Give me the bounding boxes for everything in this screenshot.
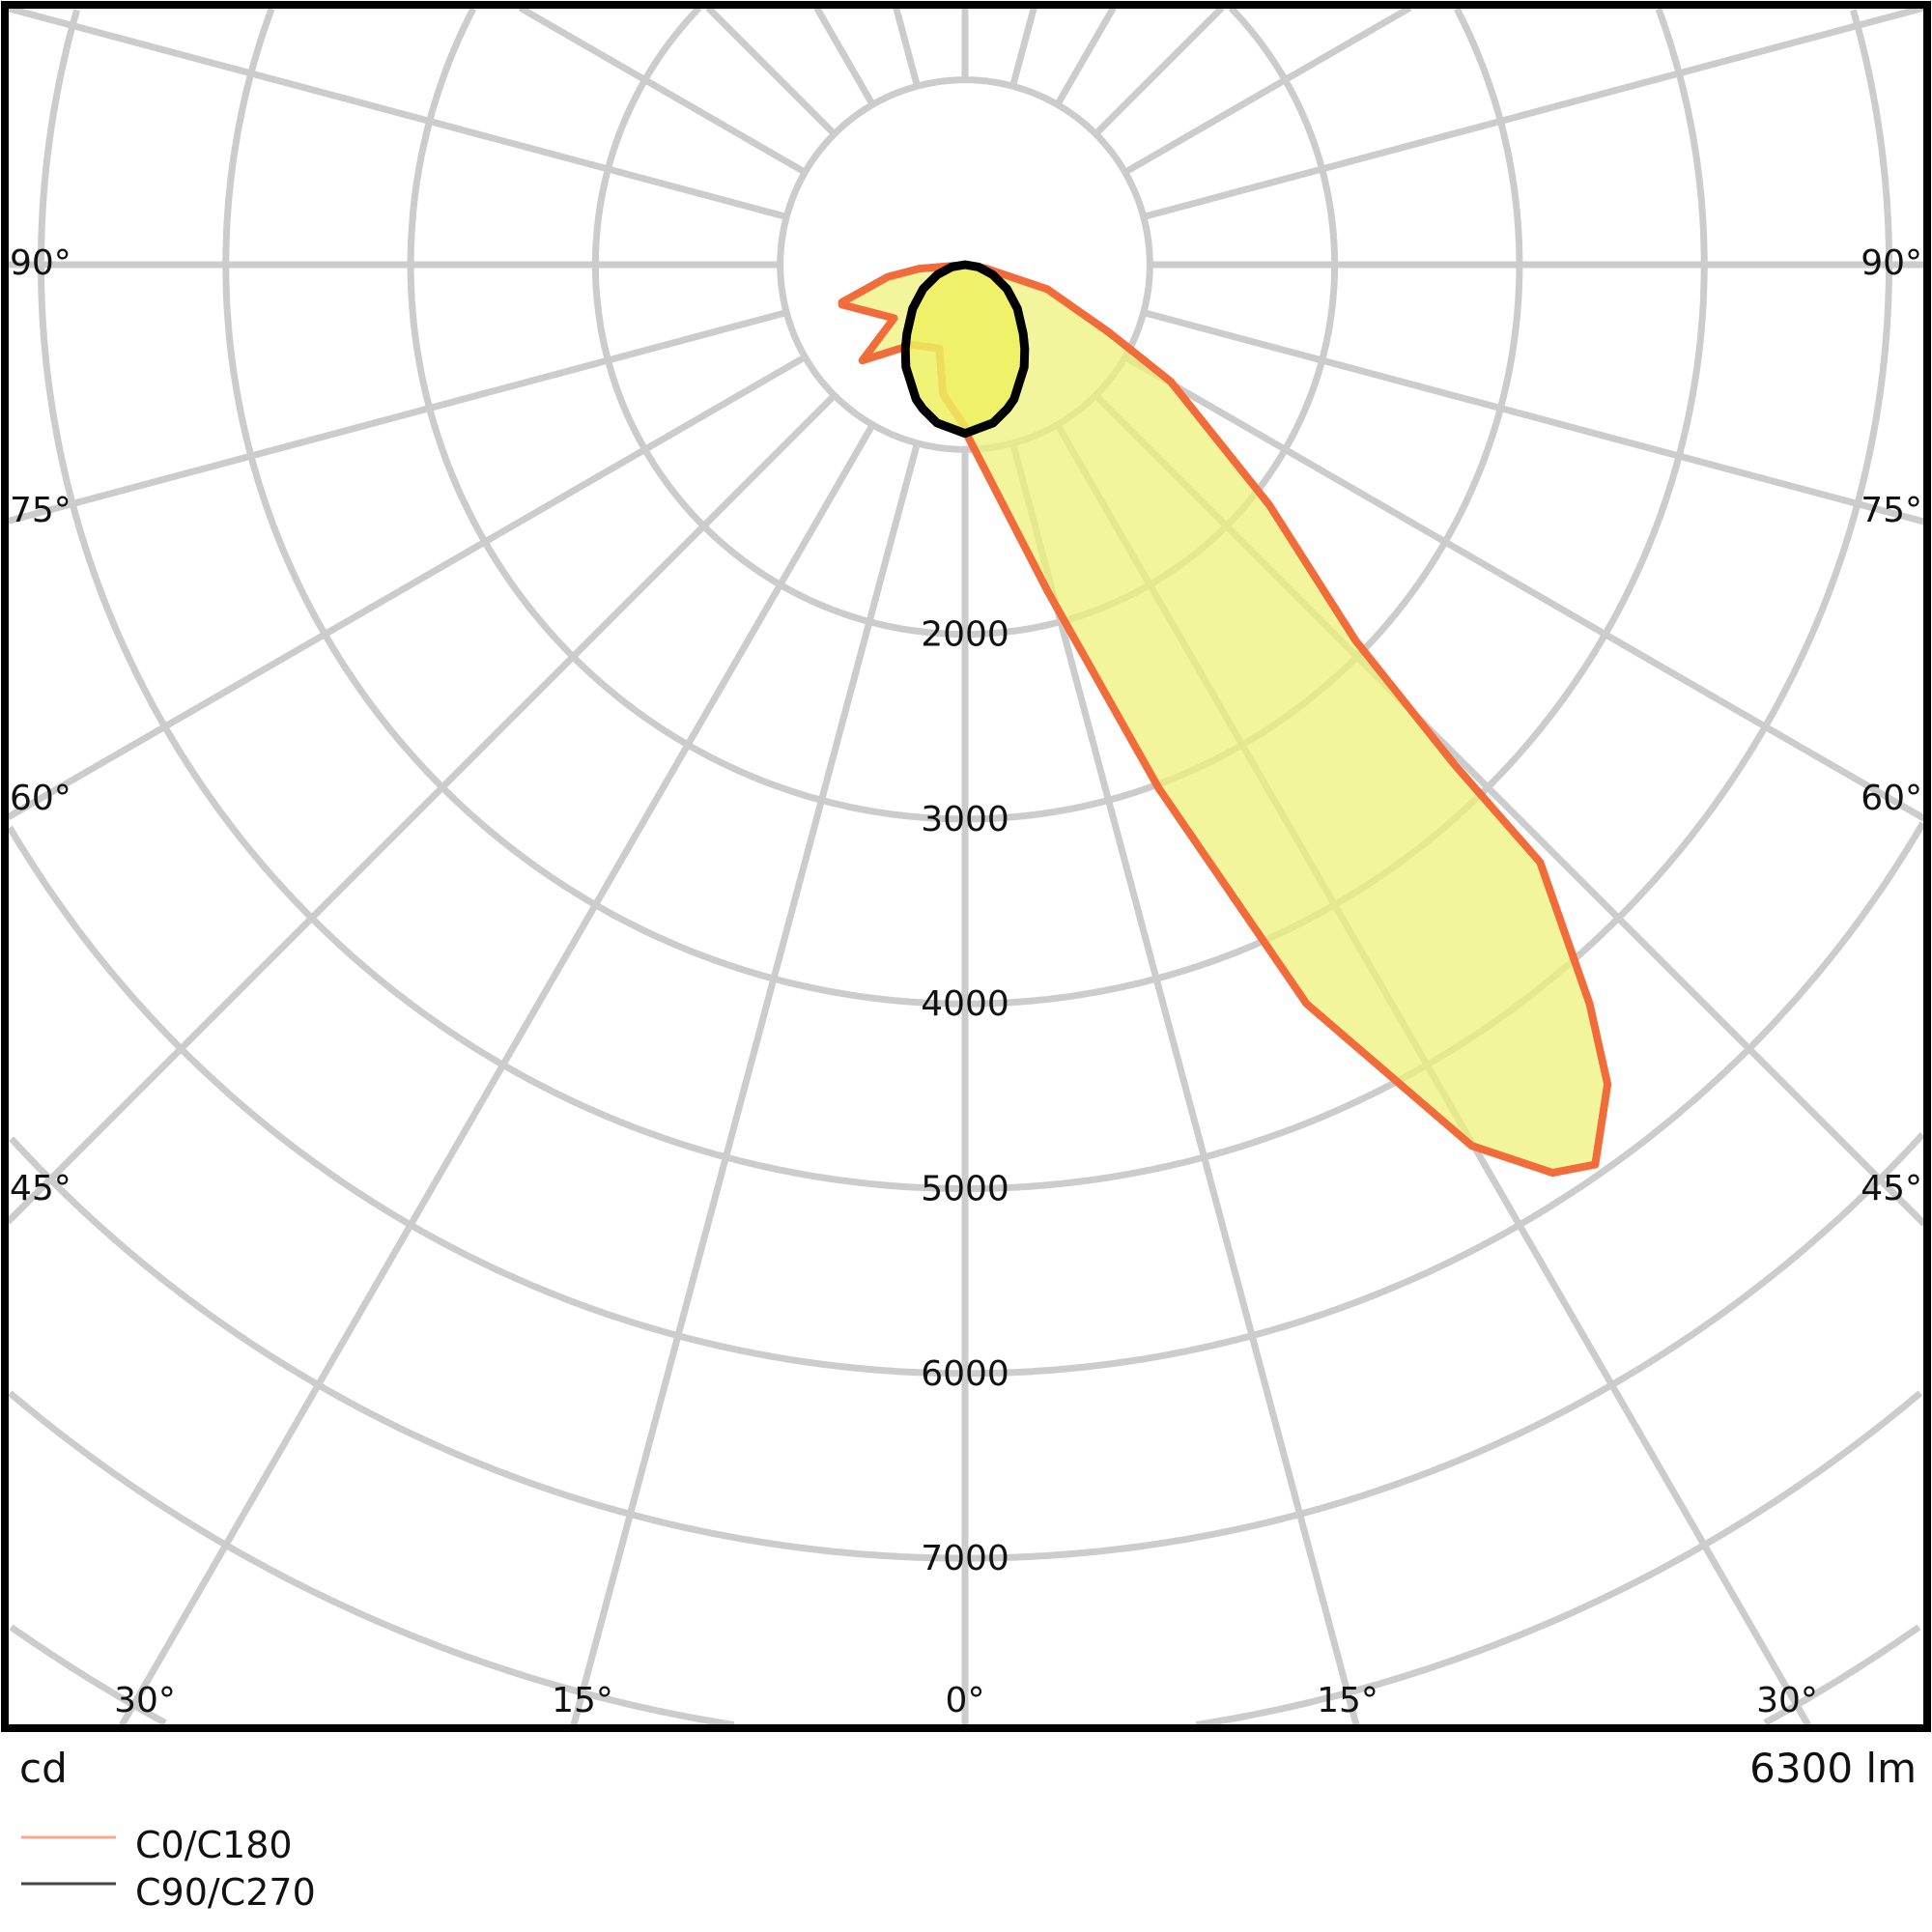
angle-tick-label-bottom: 15° (552, 1681, 613, 1720)
angle-tick-label-bottom: 0° (946, 1681, 985, 1720)
angle-spoke (893, 7, 921, 88)
radial-ring (38, 9, 1892, 1192)
angle-spoke (6, 354, 808, 821)
radial-ring (1453, 7, 1523, 265)
angle-spoke (705, 5, 838, 137)
legend-label-c90-c270: C90/C270 (135, 1871, 316, 1914)
radial-tick-labels: 2000 3000 4000 5000 6000 7000 (921, 615, 1009, 1579)
unit-label: cd (19, 1745, 68, 1792)
series-c0-c180-curve (838, 261, 1612, 1178)
plot-frame (1, 1, 1931, 1732)
series-c90-c270-curve (900, 260, 1030, 439)
angle-spoke (1142, 4, 1925, 220)
angle-spoke (1122, 354, 1926, 822)
curves (838, 260, 1612, 1178)
angle-spoke (813, 6, 876, 107)
radial-ring (1850, 9, 1892, 265)
angle-tick-label-right: 90° (1861, 243, 1922, 283)
angle-tick-label-bottom: 30° (1756, 1681, 1818, 1720)
flux-label: 6300 lm (1749, 1745, 1917, 1792)
angle-spoke (1009, 7, 1037, 88)
angle-tick-label-bottom: 15° (1317, 1681, 1378, 1720)
angle-spoke (1054, 6, 1117, 107)
radial-tick-label: 5000 (921, 1170, 1009, 1209)
radial-ring (222, 7, 1708, 1008)
angle-spoke (1093, 5, 1225, 137)
radial-tick-label: 2000 (921, 615, 1009, 655)
angle-spoke (119, 422, 876, 1727)
radial-ring (7, 821, 1926, 1378)
angle-tick-label-left: 75° (10, 491, 71, 530)
angle-spoke (518, 4, 808, 176)
radial-ring (1228, 5, 1339, 265)
radial-ring (9, 1132, 1925, 1562)
radial-ring (1655, 7, 1708, 265)
angle-tick-label-right: 45° (1861, 1169, 1922, 1208)
angle-tick-label-left: 60° (10, 779, 71, 818)
angle-spoke (1122, 4, 1412, 176)
radial-tick-label: 7000 (921, 1539, 1009, 1578)
radial-ring (1763, 1624, 1921, 1726)
radial-tick-label: 6000 (921, 1354, 1009, 1394)
radial-tick-label: 4000 (921, 984, 1009, 1024)
angle-tick-label-left: 45° (10, 1169, 71, 1208)
angle-spoke (1142, 309, 1925, 526)
angle-tick-label-right: 60° (1861, 779, 1922, 818)
angle-tick-labels: 90° 75° 60° 45° 90° 75° 60° 45° 30° 15° 0° 15° 30° (10, 243, 1922, 1720)
angle-spoke (5, 392, 838, 1225)
radial-ring (7, 1390, 735, 1729)
polar-grid (5, 4, 1927, 1729)
angle-spoke (7, 309, 788, 525)
legend-label-c0-c180: C0/C180 (135, 1824, 293, 1866)
radial-ring (1195, 1390, 1923, 1729)
angle-tick-label-right: 75° (1861, 491, 1922, 530)
radial-ring (407, 7, 1523, 823)
angle-tick-label-bottom: 30° (114, 1681, 176, 1720)
angle-tick-label-left: 90° (10, 243, 71, 283)
radial-tick-label: 3000 (921, 800, 1009, 839)
angle-spoke (570, 441, 921, 1726)
radial-ring (9, 1624, 167, 1726)
angle-spoke (7, 5, 788, 220)
